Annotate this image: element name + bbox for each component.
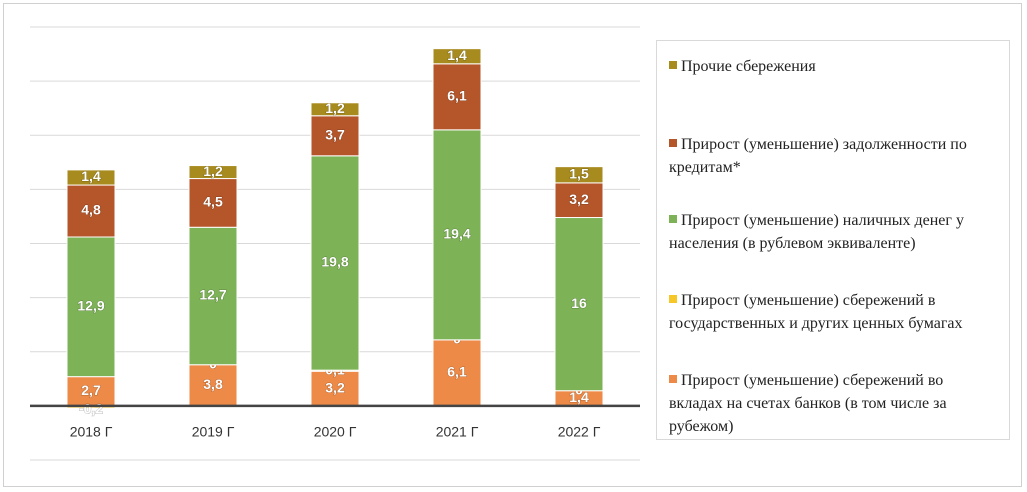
legend: Прочие сбережения Прирост (уменьшение) за… [656,40,1010,440]
bar-segment [188,165,238,180]
x-tick-label: 2020 Г [314,424,357,440]
value-label: 12,9 [77,298,104,314]
legend-label: Прочие сбережения [681,58,816,75]
value-label: -0,2 [79,401,103,417]
legend-item: Прирост (уменьшение) наличных денег у на… [669,209,999,255]
value-label: 1,5 [569,165,589,181]
value-label: 6,1 [447,88,467,104]
bar-segment [188,226,238,366]
value-label: 6,1 [447,364,467,380]
value-label: 19,8 [321,254,348,270]
value-label: 3,8 [203,376,223,392]
bar-segment [310,370,360,407]
legend-label: Прирост (уменьшение) сбережений в госуда… [669,292,963,332]
value-label: 4,8 [81,202,101,218]
bar-segment [554,182,604,219]
legend-label: Прирост (уменьшение) наличных денег у на… [669,212,964,252]
value-label: 2,7 [81,382,101,398]
bar-segment [554,217,604,392]
value-label: 1,2 [325,100,345,116]
legend-swatch [669,215,677,223]
bar-segment [432,129,482,341]
value-label: 1,4 [569,389,589,405]
bar-segment [66,184,116,238]
legend-item: Прирост (уменьшение) сбережений во вклад… [669,369,999,438]
legend-swatch [669,139,677,147]
legend-item: Прочие сбережения [669,55,999,78]
value-label: 1,4 [81,168,101,184]
bar-segment [66,169,116,186]
x-tick-label: 2022 Г [558,424,601,440]
x-tick-label: 2019 Г [192,424,235,440]
legend-item: Прирост (уменьшение) сбережений в госуда… [669,289,999,335]
x-tick-label: 2018 Г [70,424,113,440]
value-label: 3,7 [325,126,345,142]
bar-segment [310,115,360,157]
value-label: 4,5 [203,194,223,210]
bar-segment [554,166,604,184]
value-label: 1,4 [447,47,467,63]
bar-segment [188,178,238,228]
legend-swatch [669,375,677,383]
value-label: 3,2 [325,379,345,395]
legend-item: Прирост (уменьшение) задолженности по кр… [669,133,999,179]
bar-segment [432,48,482,65]
bar-segment [310,155,360,371]
legend-label: Прирост (уменьшение) сбережений во вклад… [669,372,947,435]
x-tick-label: 2021 Г [436,424,479,440]
value-label: 12,7 [199,287,226,303]
value-label: 1,2 [203,163,223,179]
bar-segment [188,364,238,407]
frame [3,3,1022,487]
bar-segment [310,102,360,117]
bar-segment [432,63,482,131]
legend-swatch [669,61,677,69]
bar-segment [66,236,116,378]
legend-swatch [669,295,677,303]
value-label: 3,2 [569,191,589,207]
legend-label: Прирост (уменьшение) задолженности по кр… [669,136,967,176]
value-label: 19,4 [443,226,470,242]
value-label: 16 [571,295,587,311]
bar-segment [432,339,482,407]
